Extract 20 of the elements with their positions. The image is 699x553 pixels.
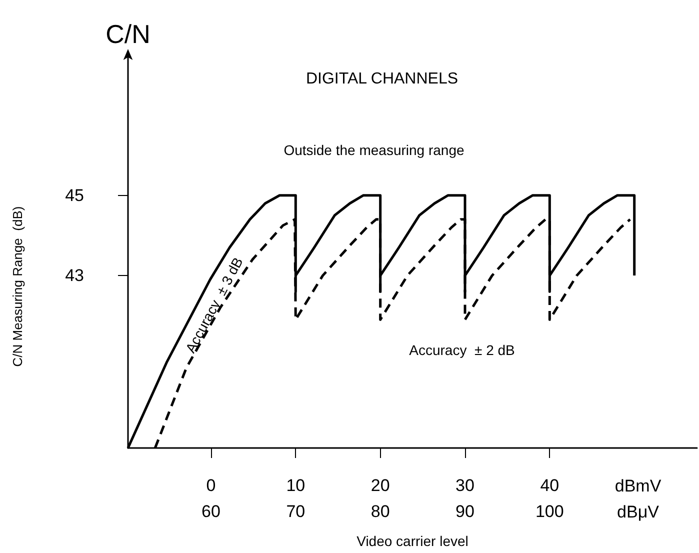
x-tick-label: 10	[286, 476, 306, 495]
x2-tick-label: 60	[202, 502, 220, 521]
text: C/N	[106, 19, 150, 49]
y-axis-title: C/N Measuring Range (dB)	[10, 206, 25, 367]
x-axis-title: Video carrier level	[356, 533, 468, 549]
x2-tick-label: 100	[535, 502, 564, 521]
x2-tick-label: 80	[370, 502, 390, 521]
text: DIGITAL CHANNELS	[306, 70, 458, 88]
x-tick-label: 30	[456, 476, 474, 495]
y-tick-label: 43	[65, 266, 84, 286]
x-tick-label: 0	[206, 476, 216, 495]
x-tick-label: 20	[370, 476, 390, 495]
text: dBmV	[614, 476, 662, 496]
annotation: Accuracy ± 2 dB	[409, 342, 515, 358]
text: dBμV	[617, 502, 660, 522]
y-tick-label: 45	[65, 186, 84, 205]
x2-tick-label: 90	[456, 502, 474, 521]
x-tick-label: 40	[540, 476, 560, 495]
annotation: Outside the measuring range	[284, 142, 464, 158]
x2-tick-label: 70	[286, 502, 306, 521]
